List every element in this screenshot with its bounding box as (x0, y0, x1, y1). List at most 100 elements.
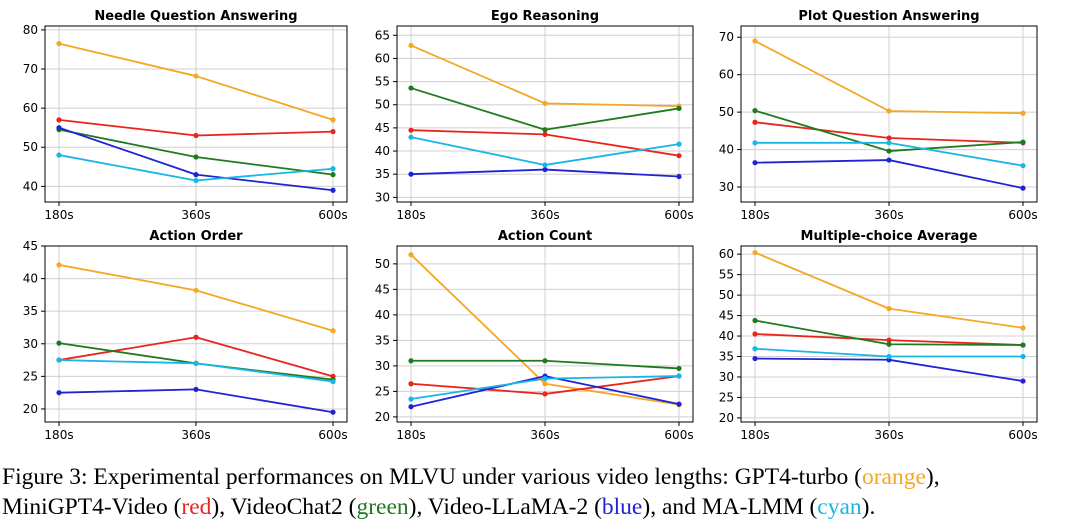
y-tick-label: 35 (375, 333, 390, 347)
data-point (676, 401, 682, 407)
data-point (1020, 378, 1026, 384)
x-tick-label: 600s (318, 428, 347, 442)
chart-title: Multiple-choice Average (801, 229, 978, 244)
plot-frame (740, 245, 1038, 423)
y-tick-label: 60 (719, 247, 734, 261)
y-tick-label: 20 (375, 410, 390, 424)
data-point (408, 252, 414, 258)
y-tick-label: 25 (719, 390, 734, 404)
data-point (542, 381, 548, 387)
data-point (56, 152, 62, 158)
data-point (542, 127, 548, 133)
data-point (676, 373, 682, 379)
x-tick-label: 180s (740, 428, 769, 442)
chart-panel-1: Needle Question Answering 40 50 60 70 80 180s 3… (23, 9, 348, 222)
x-tick-label: 180s (396, 208, 425, 222)
caption-line-2: MiniGPT4-Video (red), VideoChat2 (green)… (0, 492, 1080, 522)
data-point (886, 306, 892, 312)
y-tick-label: 40 (719, 143, 734, 157)
x-tick-label: 600s (1008, 208, 1037, 222)
data-point (1020, 353, 1026, 360)
data-point (752, 140, 758, 146)
caption-line-1: Figure 3: Experimental performances on M… (0, 462, 1080, 492)
caption-text: ). (861, 494, 876, 520)
caption-text: ), and MA-LMM ( (642, 494, 818, 520)
y-tick-label: 30 (375, 190, 390, 204)
x-tick-label: 600s (1008, 428, 1037, 442)
y-tick-label: 25 (23, 369, 38, 383)
chart-panel-5: Action Count 20 25 30 35 40 45 50 180s 360s 600s (375, 229, 694, 442)
data-point (752, 108, 758, 114)
chart-panel-4: Action Order 20 25 30 35 40 45 180s 360s 600s (23, 229, 348, 442)
data-point (408, 358, 414, 364)
data-point (1020, 110, 1026, 116)
data-point (330, 166, 336, 172)
data-point (56, 262, 62, 268)
data-point (886, 108, 892, 114)
data-point (330, 409, 336, 415)
data-point (193, 287, 199, 293)
y-tick-label: 55 (719, 268, 734, 282)
y-tick-label: 40 (719, 329, 734, 343)
caption-blue: blue (601, 494, 643, 520)
y-tick-label: 50 (375, 98, 390, 112)
y-tick-label: 55 (375, 75, 390, 89)
y-tick-label: 50 (719, 105, 734, 119)
y-tick-label: 30 (719, 370, 734, 384)
data-point (193, 132, 199, 139)
data-point (408, 381, 414, 387)
chart-title: Plot Question Answering (798, 9, 979, 24)
caption-text: MiniGPT4-Video ( (2, 494, 182, 520)
data-point (752, 249, 758, 256)
data-point (193, 334, 199, 340)
y-tick-label: 50 (719, 288, 734, 302)
data-point (408, 396, 414, 402)
caption-text: ), Video-LLaMA-2 ( (408, 494, 602, 520)
x-tick-label: 180s (44, 428, 73, 442)
data-point (1020, 342, 1026, 348)
y-tick-label: 40 (375, 308, 390, 322)
data-point (542, 358, 548, 364)
data-point (1020, 185, 1026, 191)
data-point (56, 125, 62, 131)
data-point (1020, 139, 1026, 145)
x-tick-label: 180s (740, 208, 769, 222)
data-point (408, 404, 414, 410)
data-point (193, 386, 199, 393)
y-tick-label: 45 (23, 239, 38, 253)
data-point (56, 117, 62, 123)
y-tick-label: 50 (23, 140, 38, 154)
data-point (408, 85, 414, 91)
x-tick-label: 360s (181, 428, 210, 442)
plot-frame (740, 25, 1038, 203)
data-point (886, 157, 892, 163)
y-tick-label: 35 (375, 167, 390, 181)
chart-title: Ego Reasoning (491, 9, 599, 24)
data-point (542, 376, 548, 382)
data-point (408, 134, 414, 140)
data-point (676, 173, 682, 180)
plot-frame (44, 25, 348, 203)
data-point (408, 127, 414, 133)
y-tick-label: 45 (375, 282, 390, 296)
y-tick-label: 80 (23, 23, 38, 37)
y-tick-label: 50 (375, 257, 390, 271)
data-point (542, 391, 548, 397)
x-tick-label: 360s (874, 428, 903, 442)
data-point (886, 148, 892, 154)
data-point (542, 100, 548, 106)
caption-green: green (356, 494, 409, 520)
data-point (886, 353, 892, 360)
y-tick-label: 70 (23, 62, 38, 76)
data-point (886, 337, 892, 343)
data-point (330, 172, 336, 178)
data-point (676, 141, 682, 147)
x-tick-label: 360s (530, 428, 559, 442)
data-point (886, 135, 892, 141)
plot-frame (396, 245, 694, 423)
figure-caption: Figure 3: Experimental performances on M… (0, 462, 1080, 522)
data-point (56, 41, 62, 47)
y-tick-label: 70 (719, 30, 734, 44)
x-tick-label: 360s (874, 208, 903, 222)
chart-panel-3: Plot Question Answering 30 40 50 60 70 180s 360… (719, 9, 1038, 222)
